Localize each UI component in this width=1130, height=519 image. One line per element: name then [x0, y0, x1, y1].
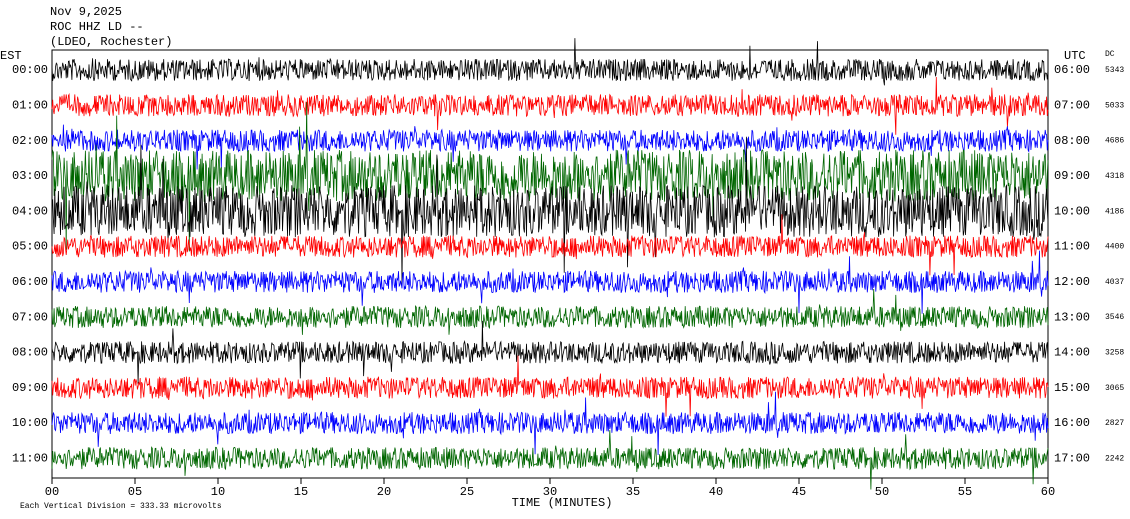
est-label: 08:00: [12, 346, 48, 360]
dc-label: DC: [1105, 50, 1115, 59]
x-tick-label: 60: [1041, 485, 1055, 499]
trace: [51, 124, 1049, 170]
est-label: 03:00: [12, 169, 48, 183]
x-tick-label: 25: [460, 485, 474, 499]
utc-label: 09:00: [1054, 169, 1090, 183]
utc-label: 10:00: [1054, 204, 1090, 218]
x-tick-label: 20: [377, 485, 391, 499]
trace: [51, 250, 1049, 314]
title-line: Nov 9,2025: [50, 5, 122, 19]
dc-value: 5343: [1105, 66, 1124, 75]
est-label: 01:00: [12, 98, 48, 112]
plot-frame: [51, 49, 1049, 479]
title-line: ROC HHZ LD --: [50, 20, 144, 34]
trace: [51, 355, 1049, 417]
utc-label: 08:00: [1054, 134, 1090, 148]
utc-label: 11:00: [1054, 240, 1090, 254]
dc-value: 2827: [1105, 419, 1124, 428]
utc-label: 06:00: [1054, 63, 1090, 77]
x-tick-label: 35: [626, 485, 640, 499]
est-label: 00:00: [12, 63, 48, 77]
est-label: 07:00: [12, 310, 48, 324]
trace: [51, 136, 1049, 286]
trace: [51, 288, 1049, 335]
footnote: Each Vertical Division = 333.33 microvol…: [20, 502, 222, 511]
est-label: 02:00: [12, 134, 48, 148]
trace: [51, 214, 1049, 276]
dc-value: 2242: [1105, 454, 1124, 463]
left-axis-label: EST: [0, 49, 22, 63]
x-axis-label: TIME (MINUTES): [512, 496, 613, 510]
est-label: 10:00: [12, 416, 48, 430]
utc-label: 13:00: [1054, 310, 1090, 324]
utc-label: 16:00: [1054, 416, 1090, 430]
utc-label: 12:00: [1054, 275, 1090, 289]
title-line: (LDEO, Rochester): [50, 35, 172, 49]
x-tick-label: 40: [709, 485, 723, 499]
x-tick-label: 05: [128, 485, 142, 499]
x-tick-label: 55: [958, 485, 972, 499]
est-label: 11:00: [12, 451, 48, 465]
dc-value: 4186: [1105, 207, 1124, 216]
x-tick-label: 45: [792, 485, 806, 499]
utc-label: 15:00: [1054, 381, 1090, 395]
trace: [51, 391, 1049, 456]
est-label: 05:00: [12, 240, 48, 254]
x-tick-label: 30: [543, 485, 557, 499]
dc-value: 4400: [1105, 243, 1124, 252]
right-axis-label: UTC: [1064, 49, 1086, 63]
trace: [51, 76, 1049, 135]
dc-value: 4037: [1105, 278, 1124, 287]
x-tick-label: 50: [875, 485, 889, 499]
trace: [51, 38, 1049, 86]
utc-label: 14:00: [1054, 346, 1090, 360]
dc-value: 4318: [1105, 172, 1124, 181]
est-label: 09:00: [12, 381, 48, 395]
x-tick-label: 10: [211, 485, 225, 499]
utc-label: 17:00: [1054, 451, 1090, 465]
est-label: 06:00: [12, 275, 48, 289]
trace: [51, 320, 1049, 384]
utc-label: 07:00: [1054, 98, 1090, 112]
dc-value: 3546: [1105, 313, 1124, 322]
trace: [51, 430, 1049, 490]
x-tick-label: 15: [294, 485, 308, 499]
trace: [51, 102, 1049, 252]
dc-value: 3065: [1105, 384, 1124, 393]
dc-value: 4686: [1105, 137, 1124, 146]
est-label: 04:00: [12, 204, 48, 218]
dc-value: 3258: [1105, 349, 1124, 358]
x-tick-label: 00: [45, 485, 59, 499]
dc-value: 5033: [1105, 101, 1124, 110]
